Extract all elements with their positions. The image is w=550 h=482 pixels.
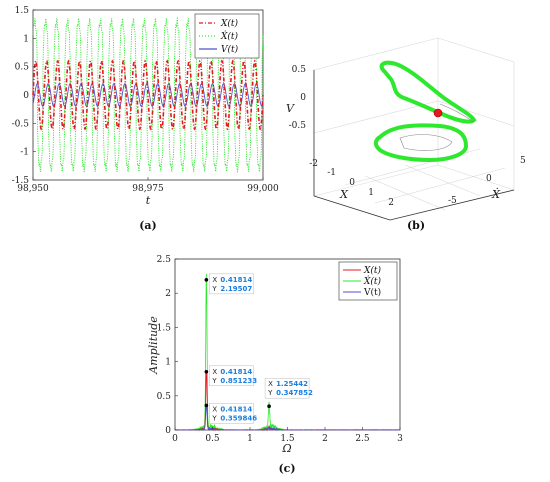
panel-c-legend: X(t) Ẋ(t) V(t) bbox=[338, 261, 398, 301]
panel-a-ticks: 1.5 1 0.5 0 -0.5 -1 -1.598,950 98,975 99,000 bbox=[12, 6, 279, 194]
panel-a-y-tick-label: 0 bbox=[23, 91, 29, 101]
legend-label-x: X(t) bbox=[220, 18, 239, 29]
panel-c-y-tick-label: 2 bbox=[165, 289, 171, 299]
panel-c-x-tick-label: 1.5 bbox=[280, 434, 295, 444]
panel-b-back-frame bbox=[313, 37, 515, 197]
datatip-box bbox=[209, 403, 254, 424]
panel-c-caption: (c) bbox=[278, 462, 295, 475]
panel-a-legend: X(t) Ẋ(t) V(t) bbox=[194, 13, 260, 59]
datatip-marker bbox=[204, 369, 209, 374]
panel-a-series-group bbox=[32, 16, 264, 174]
panel-b-y-axis-label: Ẋ bbox=[491, 187, 501, 201]
panel-b-limit-cycle-trajectory bbox=[373, 60, 477, 163]
legend-c-label-xdot: Ẋ(t) bbox=[363, 275, 382, 287]
panel-b-z-tick-1: 0.5 bbox=[292, 65, 307, 75]
legend-c-label-v: V(t) bbox=[363, 287, 381, 298]
panel-a-time-series: 1.5 1 0.5 0 -0.5 -1 -1.598,950 98,975 99,000 t X… bbox=[12, 6, 279, 232]
datatip-y-value: 0.359846 bbox=[220, 414, 257, 422]
panel-c-x-tick-label: 0 bbox=[172, 434, 178, 444]
datatip-y-value: 2.19507 bbox=[220, 285, 252, 293]
panel-a-caption: (a) bbox=[139, 219, 157, 232]
panel-b-front-frame bbox=[313, 189, 515, 221]
datatip-y-label: Y bbox=[211, 285, 217, 293]
panel-b-y-tick-1: 5 bbox=[520, 156, 526, 166]
datatip-y-value: 0.851233 bbox=[220, 377, 257, 385]
panel-b-x-tick-3: 0 bbox=[349, 178, 355, 188]
panel-b-floor-grid-2 bbox=[374, 167, 506, 204]
panel-a-y-tick-label: -0.5 bbox=[12, 119, 30, 129]
panel-b-x-tick-1: -2 bbox=[309, 159, 318, 169]
panel-a-y-tick-label: 1 bbox=[23, 34, 29, 44]
panel-c-x-tick-label: 3 bbox=[397, 434, 403, 444]
panel-b-caption: (b) bbox=[407, 219, 425, 232]
datatip-box bbox=[209, 273, 254, 295]
panel-b-z-tick-2: 0 bbox=[300, 93, 306, 103]
panel-b-x-tick-5: 2 bbox=[388, 198, 394, 208]
legend-c-label-x: X(t) bbox=[363, 265, 382, 276]
panel-c-ticks: 0 0.5 1 1.5 2 2.5 0 0.5 1 1.5 2 2.5 3 bbox=[157, 255, 403, 444]
panel-c-y-tick-label: 2.5 bbox=[157, 255, 172, 265]
panel-b-inner-projection bbox=[399, 134, 453, 151]
datatip-x-label: X bbox=[212, 368, 217, 376]
panel-b-x-tick-2: -1 bbox=[327, 168, 336, 178]
panel-b-floor-grid-4 bbox=[404, 164, 481, 197]
panel-c-y-axis-label: Amplitude bbox=[147, 316, 160, 375]
panel-b-floor-grid-3 bbox=[364, 175, 446, 211]
datatip-box bbox=[264, 377, 310, 399]
datatip-x-label: X bbox=[212, 276, 217, 284]
panel-c-spectrum: 00.511.522.50 0.5 1 1.5 2 2.5 3 Ω Amplitude X(… bbox=[147, 255, 403, 475]
panel-a-x-axis-label: t bbox=[146, 194, 151, 207]
panel-c-y-tick-label: 1.5 bbox=[157, 323, 172, 333]
datatip-marker bbox=[204, 403, 209, 408]
datatip-box bbox=[209, 365, 254, 387]
panel-b-equilibrium-marker bbox=[433, 108, 443, 118]
panel-b-wall-grid-1 bbox=[313, 100, 439, 134]
panel-c-x-tick-label: 2.5 bbox=[355, 434, 370, 444]
panel-b-wall-grid-2 bbox=[437, 100, 515, 127]
datatip-x-label: X bbox=[268, 380, 273, 388]
panel-b-z-axis-label: V bbox=[286, 102, 295, 115]
panel-a-series-line bbox=[32, 16, 264, 174]
datatip-x-value: 0.41814 bbox=[220, 276, 252, 284]
legend-label-xdot: Ẋ(t) bbox=[220, 30, 239, 42]
panel-c-y-tick-label: 0 bbox=[165, 426, 171, 436]
datatip-x-value: 1.25442 bbox=[276, 380, 308, 388]
panel-a-x-tick-label: 98,950 bbox=[17, 184, 49, 194]
panel-a-y-tick-label: -1 bbox=[20, 148, 29, 158]
panel-b-transient-projection bbox=[439, 103, 475, 123]
panel-c-x-tick-label: 0.5 bbox=[205, 434, 220, 444]
panel-a-x-tick-label: 99,000 bbox=[247, 184, 279, 194]
datatip-y-value: 0.347852 bbox=[276, 389, 313, 397]
panel-c-x-tick-label: 2 bbox=[322, 434, 328, 444]
datatip-x-value: 0.41814 bbox=[220, 368, 252, 376]
panel-b-z-tick-3: -0.5 bbox=[289, 121, 307, 131]
panel-b-phase-portrait-3d: 0.5 0 -0.5 V -2 -1 0 1 2 X 5 0 -5 Ẋ (b) bbox=[286, 37, 526, 232]
datatip-x-value: 0.41814 bbox=[220, 405, 252, 413]
datatip-x-label: X bbox=[212, 405, 217, 413]
datatip-marker bbox=[267, 404, 271, 409]
panel-a-series-line bbox=[32, 59, 264, 131]
panel-c-x-tick-label: 1 bbox=[247, 434, 253, 444]
datatip-y-label: Y bbox=[267, 389, 273, 397]
panel-a-y-tick-label: 0.5 bbox=[15, 63, 30, 73]
datatip-y-label: Y bbox=[211, 414, 217, 422]
panel-c-y-tick-label: 0.5 bbox=[157, 392, 172, 402]
panel-b-x-tick-4: 1 bbox=[368, 188, 374, 198]
panel-a-y-tick-label: 1.5 bbox=[15, 6, 30, 16]
panel-b-y-tick-2: 0 bbox=[486, 174, 492, 184]
datatip-marker bbox=[204, 278, 209, 282]
panel-b-x-axis-label: X bbox=[339, 188, 349, 201]
panel-b-y-tick-3: -5 bbox=[448, 196, 457, 206]
panel-c-y-tick-label: 1 bbox=[165, 358, 171, 368]
panel-c-x-axis-label: Ω bbox=[281, 442, 291, 455]
panel-a-x-tick-label: 98,975 bbox=[132, 184, 164, 194]
panel-b-lower-loop bbox=[373, 123, 469, 163]
datatip-y-label: Y bbox=[211, 377, 217, 385]
panel-b-upper-loop bbox=[379, 60, 477, 124]
panel-a-y-tick-label: -1.5 bbox=[12, 176, 30, 186]
legend-label-v: V(t) bbox=[221, 44, 239, 55]
